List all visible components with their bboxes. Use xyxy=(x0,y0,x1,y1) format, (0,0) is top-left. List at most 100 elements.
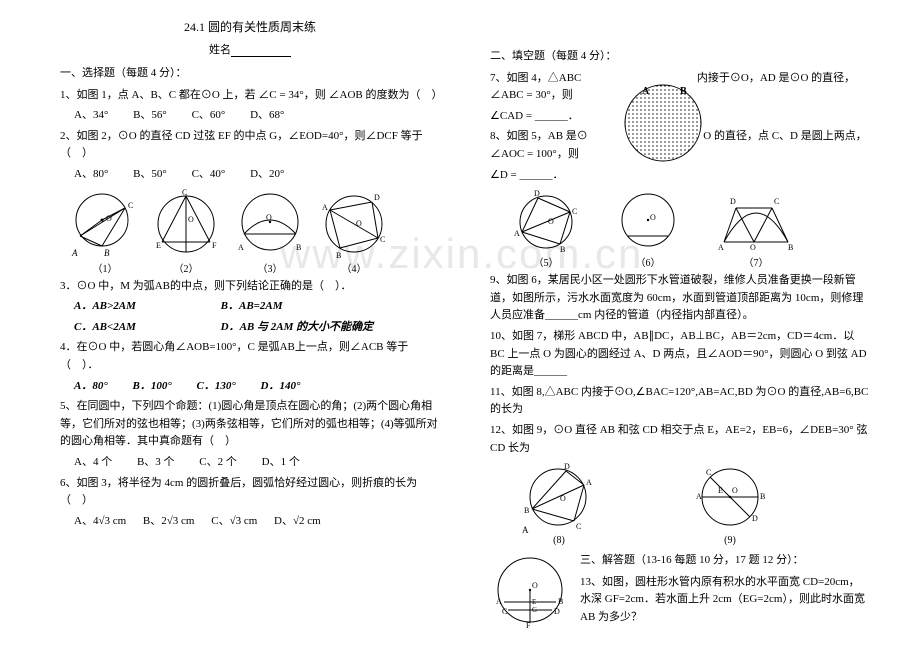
svg-text:O: O xyxy=(650,213,656,222)
svg-text:O: O xyxy=(356,219,362,228)
svg-text:E: E xyxy=(718,486,723,495)
fig6-wrap: O （6） xyxy=(612,188,684,269)
svg-text:A: A xyxy=(718,243,724,252)
svg-text:C: C xyxy=(576,522,581,531)
fig3-svg: O A B xyxy=(232,188,308,260)
svg-text:C: C xyxy=(128,201,133,210)
svg-text:O: O xyxy=(532,581,538,590)
q6-opt-b: B、2√3 cm xyxy=(143,513,195,531)
q2-opt-d: D、20° xyxy=(250,166,284,184)
svg-text:C: C xyxy=(706,468,711,477)
q10-text: 10、如图 7，梯形 ABCD 中，AB∥DC，AB⊥BC，AB＝2cm，CD＝… xyxy=(490,328,870,381)
q6-opt-a: A、4√3 cm xyxy=(74,513,126,531)
q6-opt-c: C、√3 cm xyxy=(211,513,257,531)
fig1-wrap: O C A B （1） xyxy=(70,188,140,275)
q11-text: 11、如图 8,△ABC 内接于⊙O,∠BAC=120°,AB=AC,BD 为⊙… xyxy=(490,384,870,419)
q5-opt-a: A、4 个 xyxy=(74,454,112,472)
q3-text: 3．⊙O 中，M 为弧AB的中点，则下列结论正确的是（ ）． xyxy=(60,278,440,296)
svg-text:E: E xyxy=(532,598,536,606)
fig5-label: （5） xyxy=(510,254,582,269)
q2-options: A、80° B、50° C、40° D、20° xyxy=(74,166,440,184)
fig7-svg: D C A O B xyxy=(714,188,798,254)
fig8-wrap: D B C A O A (8) xyxy=(520,461,598,546)
q3-options2: C．AB<2AM D．AB 与 2AM 的大小不能确定 xyxy=(74,319,440,337)
name-label: 姓名 xyxy=(209,44,231,56)
svg-text:A: A xyxy=(642,86,650,97)
svg-text:A: A xyxy=(322,203,328,212)
svg-text:E: E xyxy=(156,241,161,250)
left-column: 24.1 圆的有关性质周末练 姓名 一、选择题（每题 4 分）： 1、如图 1，… xyxy=(0,0,460,650)
q7a: 7、如图 4，△ABC xyxy=(490,72,581,84)
q3-options1: A．AB>2AM B．AB=2AM xyxy=(74,298,440,316)
fig7-wrap: D C A O B （7） xyxy=(714,188,798,269)
q3-opt-d: D．AB 与 2AM 的大小不能确定 xyxy=(221,319,374,337)
svg-text:D: D xyxy=(564,462,570,471)
page: 24.1 圆的有关性质周末练 姓名 一、选择题（每题 4 分）： 1、如图 1，… xyxy=(0,0,920,650)
right-column: A B 二、填空题（每题 4 分）： 7、如图 4，△ABC 内接于⊙O，AD … xyxy=(460,0,920,650)
q8c: ∠D = ______． xyxy=(490,167,870,185)
fig2-wrap: C E F O （2） xyxy=(148,188,224,275)
q1-opt-c: C、60° xyxy=(192,107,226,125)
fig9-label: (9) xyxy=(688,535,772,546)
q13-block: O A B C D E G F 三、解答题（13-16 每题 10 分，17 题… xyxy=(490,552,870,626)
name-underline xyxy=(231,44,291,57)
q4-text: 4．在⊙O 中，若圆心角∠AOB=100°，C 是弧AB上一点，则∠ACB 等于… xyxy=(60,339,440,374)
svg-text:B: B xyxy=(788,243,793,252)
fig1-label: （1） xyxy=(70,260,140,275)
name-line: 姓名 xyxy=(60,41,440,57)
svg-text:F: F xyxy=(526,621,531,630)
fig6-svg: O xyxy=(612,188,684,254)
svg-text:O: O xyxy=(548,217,554,226)
fig4-svg: A D B C O xyxy=(316,188,392,260)
q5-opt-c: C、2 个 xyxy=(199,454,237,472)
svg-text:A: A xyxy=(514,229,520,238)
hatched-circle-bg: A B xyxy=(620,80,706,166)
fig3-label: （3） xyxy=(232,260,308,275)
svg-text:O: O xyxy=(266,213,272,222)
svg-text:C: C xyxy=(502,607,507,616)
svg-text:A: A xyxy=(696,492,702,501)
q6-options: A、4√3 cm B、2√3 cm C、√3 cm D、√2 cm xyxy=(74,513,440,531)
svg-text:A: A xyxy=(238,243,244,252)
fig8-svg: D B C A O A xyxy=(520,461,598,535)
figure-row-1: O C A B （1） xyxy=(70,188,440,275)
q2-text: 2、如图 2，⊙O 的直径 CD 过弦 EF 的中点 G，∠EOD=40°，则∠… xyxy=(60,128,440,163)
q8a: 8、如图 5，AB 是⊙ xyxy=(490,130,588,142)
q1-opt-b: B、56° xyxy=(133,107,167,125)
svg-text:G: G xyxy=(532,606,537,614)
q4-opt-b: B．100° xyxy=(133,378,172,396)
q2-opt-a: A、80° xyxy=(74,166,108,184)
svg-text:C: C xyxy=(380,235,385,244)
q1-text: 1、如图 1，点 A、B、C 都在⊙O 上，若 ∠C = 34°，则 ∠AOB … xyxy=(60,87,440,105)
svg-text:C: C xyxy=(774,197,779,206)
q6-text: 6、如图 3，将半径为 4cm 的圆折叠后，圆弧恰好经过圆心，则折痕的长为（ ） xyxy=(60,475,440,510)
q2-opt-c: C、40° xyxy=(192,166,226,184)
q3-opt-a: A．AB>2AM xyxy=(74,298,136,316)
fig5-wrap: D C A B O （5） xyxy=(510,188,582,269)
q1-opt-a: A、34° xyxy=(74,107,108,125)
svg-text:B: B xyxy=(558,597,563,606)
fig9-wrap: A B C D O E (9) xyxy=(688,461,772,546)
q5-opt-b: B、3 个 xyxy=(137,454,175,472)
svg-text:O: O xyxy=(188,215,194,224)
q12-text: 12、如图 9，⊙O 直径 AB 和弦 CD 相交于点 E，AE=2，EB=6，… xyxy=(490,422,870,457)
q3-opt-c: C．AB<2AM xyxy=(74,319,136,337)
svg-text:D: D xyxy=(374,193,380,202)
svg-text:B: B xyxy=(336,251,341,260)
fig2-svg: C E F O xyxy=(148,188,224,260)
figure-row-2: D C A B O （5） O （6） xyxy=(510,188,870,269)
svg-text:B: B xyxy=(524,506,529,515)
svg-text:D: D xyxy=(752,514,758,523)
svg-text:O: O xyxy=(560,494,566,503)
q4-opt-c: C．130° xyxy=(197,378,236,396)
svg-text:A: A xyxy=(496,597,502,606)
svg-text:O: O xyxy=(750,243,756,252)
fig5-svg: D C A B O xyxy=(510,188,582,254)
q6-opt-d: D、√2 cm xyxy=(274,513,321,531)
q4-opt-a: A．80° xyxy=(74,378,108,396)
fig2-label: （2） xyxy=(148,260,224,275)
svg-text:B: B xyxy=(560,245,565,254)
svg-text:D: D xyxy=(730,197,736,206)
fig6-label: （6） xyxy=(612,254,684,269)
fig-q13: O A B C D E G F xyxy=(490,552,572,630)
